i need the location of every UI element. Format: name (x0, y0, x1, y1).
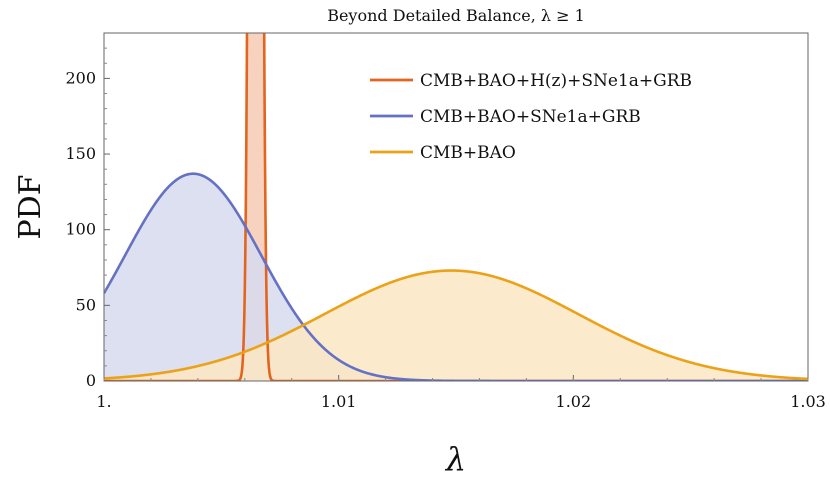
y-axis: 0 50 100 150 200 (65, 47, 110, 390)
legend-label-1: CMB+BAO+SNe1a+GRB (420, 107, 641, 127)
y-tick-label: 200 (65, 68, 96, 87)
x-axis: 1. 1.01 1.02 1.03 (96, 375, 826, 411)
series-area-2 (104, 270, 808, 381)
x-tick-label: 1.01 (321, 392, 357, 411)
legend-label-0: CMB+BAO+H(z)+SNe1a+GRB (420, 71, 692, 91)
series-area-1 (104, 173, 808, 381)
chart-title: Beyond Detailed Balance, λ ≥ 1 (327, 6, 585, 25)
legend-label-2: CMB+BAO (420, 143, 516, 163)
plot-frame (103, 32, 809, 382)
legend: CMB+BAO+H(z)+SNe1a+GRB CMB+BAO+SNe1a+GRB C… (370, 71, 692, 163)
y-tick-label: 50 (76, 295, 96, 314)
series-line-2 (104, 269, 808, 381)
area-fills (104, 33, 808, 381)
x-axis-label: λ (444, 440, 466, 478)
y-tick-label: 100 (65, 220, 96, 239)
x-tick-label: 1.03 (790, 392, 826, 411)
x-tick-label: 1. (96, 392, 111, 411)
y-axis-label: PDF (13, 174, 48, 239)
x-tick-label: 1.02 (556, 392, 592, 411)
y-tick-label: 0 (86, 371, 96, 390)
y-tick-label: 150 (65, 144, 96, 163)
